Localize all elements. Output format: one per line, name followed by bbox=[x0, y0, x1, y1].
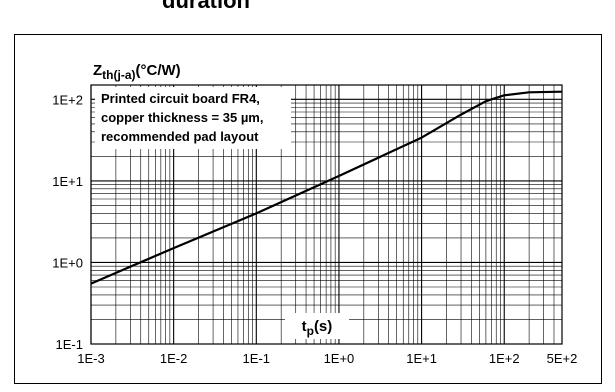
chart-frame: 1E-3 1E-2 1E-1 1E+0 1E+1 1E+2 5E+2 1E-1 1E+0 1E+1… bbox=[14, 34, 602, 384]
annotation-line: Printed circuit board FR4, bbox=[101, 91, 260, 106]
header-title-fragment: duration bbox=[162, 0, 250, 13]
labels: Printed circuit board FR4, copper thickne… bbox=[93, 62, 349, 339]
x-tick-label: 1E-2 bbox=[160, 351, 187, 366]
annotation-line: copper thickness = 35 µm, bbox=[101, 110, 263, 125]
x-tick-label: 1E-1 bbox=[243, 351, 270, 366]
y-tick-label: 1E+0 bbox=[52, 255, 83, 270]
y-tick-label: 1E+2 bbox=[52, 92, 83, 107]
x-axis-title: tp(s) bbox=[302, 318, 333, 338]
curve-series-1 bbox=[90, 90, 563, 285]
axes: 1E-3 1E-2 1E-1 1E+0 1E+1 1E+2 5E+2 1E-1 1E+0 1E+1… bbox=[52, 84, 578, 366]
y-tick-label: 1E-1 bbox=[56, 337, 83, 352]
x-axis-title-box bbox=[284, 313, 349, 339]
x-tick-label: 5E+2 bbox=[547, 351, 578, 366]
x-tick-label: 1E+1 bbox=[406, 351, 437, 366]
y-tick-label: 1E+1 bbox=[52, 174, 83, 189]
x-tick-label: 1E+0 bbox=[324, 351, 355, 366]
plot-border bbox=[90, 84, 563, 345]
y-axis-title: Zth(j-a)(°C/W) bbox=[93, 62, 181, 82]
x-tick-label: 1E-3 bbox=[77, 351, 104, 366]
annotation-line: recommended pad layout bbox=[101, 129, 259, 144]
curve-layer bbox=[90, 90, 563, 285]
annotation-box bbox=[95, 87, 291, 149]
thermal-impedance-chart: 1E-3 1E-2 1E-1 1E+0 1E+1 1E+2 5E+2 1E-1 1E+0 1E+1… bbox=[52, 62, 578, 366]
x-tick-label: 1E+2 bbox=[489, 351, 520, 366]
